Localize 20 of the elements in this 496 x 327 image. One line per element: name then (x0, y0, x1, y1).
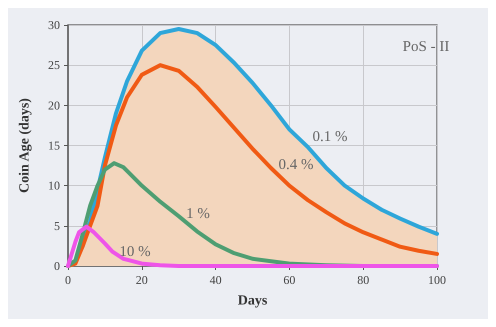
x-tick-label: 60 (283, 273, 296, 287)
annotation: 10 % (119, 244, 151, 260)
y-tick-label: 10 (48, 178, 60, 193)
annotation: 0.1 % (312, 129, 348, 145)
y-tick-label: 25 (48, 58, 60, 72)
annotation: 0.4 % (278, 157, 314, 173)
annotation: PoS - II (402, 39, 450, 55)
x-tick-label: 100 (428, 273, 446, 287)
y-tick-label: 15 (48, 138, 60, 152)
x-tick-label: 20 (136, 273, 148, 287)
y-tick-label: 20 (48, 98, 60, 112)
x-tick-label: 0 (65, 273, 71, 287)
annotation: 1 % (186, 206, 210, 222)
x-tick-label: 40 (210, 273, 222, 287)
x-axis-title: Days (238, 294, 268, 308)
y-tick-label: 5 (54, 218, 60, 233)
y-axis-title: Coin Age (days) (18, 98, 32, 193)
y-tick-label: 30 (48, 18, 60, 32)
x-tick-label: 80 (357, 273, 370, 287)
y-tick-label: 0 (54, 259, 60, 273)
